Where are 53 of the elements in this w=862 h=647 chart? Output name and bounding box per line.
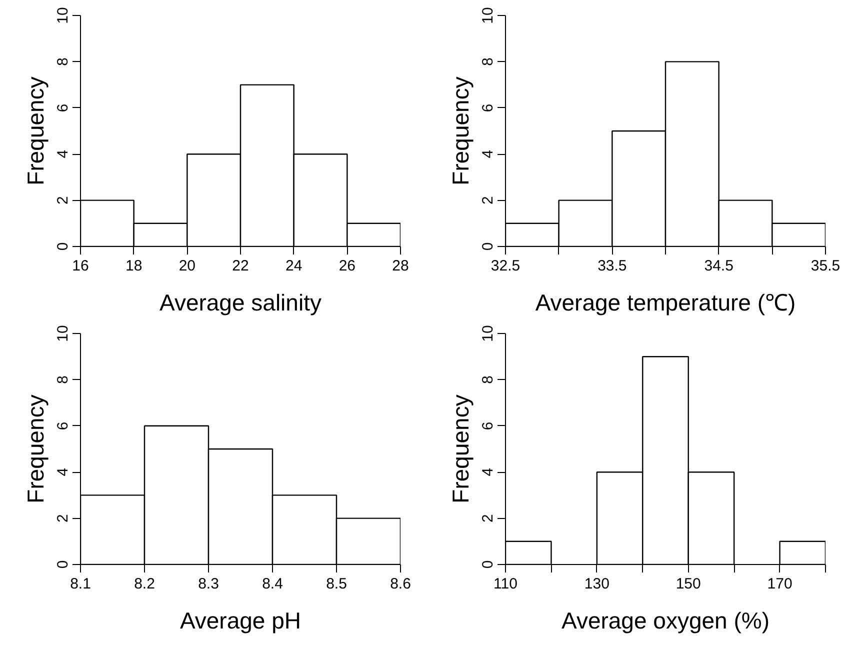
x-tick-label: 8.5 — [326, 576, 347, 592]
y-axis-title: Frequency — [22, 76, 48, 186]
y-tick-label: 0 — [480, 560, 496, 569]
y-tick-label: 2 — [54, 514, 72, 522]
x-tick-label: 170 — [767, 576, 792, 592]
y-tick-label: 6 — [54, 422, 72, 430]
x-tick-label: 26 — [338, 258, 356, 274]
x-tick-label: 20 — [178, 258, 196, 274]
x-tick-label: 34.5 — [704, 258, 734, 274]
x-tick-label: 32.5 — [490, 258, 520, 274]
y-tick-label: 4 — [480, 468, 496, 476]
y-tick-label: 4 — [54, 468, 72, 476]
x-tick-label: 28 — [392, 258, 409, 274]
y-tick-label: 10 — [480, 325, 496, 342]
x-axis-title: Average oxygen (%) — [562, 608, 770, 634]
x-tick-label: 33.5 — [598, 258, 627, 274]
y-axis-title: Frequency — [448, 76, 474, 186]
y-tick-label: 6 — [480, 104, 496, 112]
x-tick-label: 130 — [584, 576, 610, 592]
y-tick-label: 8 — [54, 376, 72, 384]
y-tick-label: 8 — [54, 58, 72, 66]
y-tick-label: 4 — [54, 150, 72, 158]
x-tick-label: 35.5 — [810, 258, 840, 274]
x-tick-label: 8.6 — [390, 576, 411, 592]
x-axis-title: Average pH — [180, 608, 302, 634]
y-axis-title: Frequency — [448, 394, 474, 504]
y-tick-label: 10 — [54, 7, 72, 24]
x-axis-title: Average temperature (℃) — [535, 290, 796, 316]
y-tick-label: 8 — [480, 58, 496, 66]
y-tick-label: 10 — [54, 325, 72, 342]
y-tick-label: 8 — [480, 376, 496, 384]
x-tick-label: 8.2 — [134, 576, 155, 592]
y-tick-label: 0 — [54, 242, 72, 251]
y-axis-title: Frequency — [22, 394, 48, 504]
y-tick-label: 0 — [54, 560, 72, 569]
x-tick-label: 16 — [72, 258, 89, 274]
x-tick-label: 8.4 — [262, 576, 283, 592]
y-tick-label: 6 — [54, 104, 72, 112]
y-tick-label: 0 — [480, 242, 496, 251]
x-tick-label: 22 — [232, 258, 249, 274]
y-tick-label: 2 — [480, 196, 496, 204]
y-tick-label: 6 — [480, 422, 496, 430]
y-tick-label: 10 — [480, 7, 496, 24]
x-tick-label: 18 — [125, 258, 142, 274]
y-tick-label: 2 — [54, 196, 72, 204]
y-tick-label: 4 — [480, 150, 496, 158]
x-axis-title: Average salinity — [160, 290, 322, 316]
x-tick-label: 150 — [676, 576, 701, 592]
x-tick-label: 8.3 — [198, 576, 219, 592]
y-tick-label: 2 — [480, 514, 496, 522]
x-tick-label: 8.1 — [70, 576, 91, 592]
x-tick-label: 24 — [285, 258, 302, 274]
x-tick-label: 110 — [494, 576, 518, 592]
